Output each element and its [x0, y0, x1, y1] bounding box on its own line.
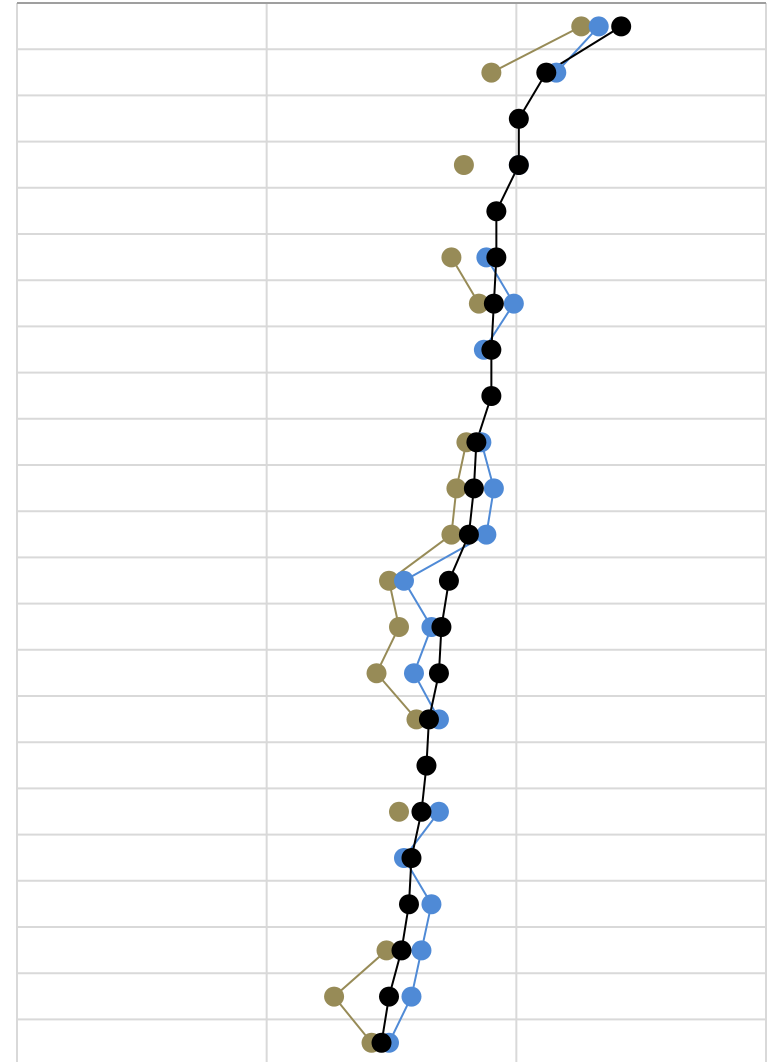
- data-point-series-2: [388, 617, 409, 637]
- data-point-series-2: [388, 801, 409, 822]
- data-point-series-2: [376, 940, 397, 961]
- data-point-series-2: [481, 62, 502, 83]
- data-point-series-1: [428, 801, 449, 822]
- data-point-series-2: [441, 247, 462, 268]
- data-point-series-1: [411, 940, 432, 961]
- data-point-series-0: [463, 478, 484, 499]
- data-point-series-0: [508, 108, 529, 129]
- data-point-series-0: [438, 570, 459, 591]
- data-point-series-0: [371, 1032, 392, 1053]
- data-point-series-1: [483, 478, 504, 499]
- data-point-series-0: [416, 755, 437, 776]
- data-point-series-0: [508, 155, 529, 175]
- data-point-series-0: [466, 432, 487, 453]
- grid-layer: [16, 2, 767, 1062]
- data-point-series-0: [486, 247, 507, 268]
- data-point-series-0: [379, 986, 400, 1007]
- data-point-series-0: [398, 894, 419, 915]
- series-points: [324, 16, 632, 1053]
- data-point-series-0: [611, 16, 632, 37]
- data-point-series-2: [441, 524, 462, 545]
- data-point-series-2: [571, 16, 592, 37]
- data-point-series-0: [481, 386, 502, 406]
- data-point-series-2: [324, 986, 345, 1007]
- series-line-0: [380, 25, 622, 1043]
- series-line-2: [490, 25, 582, 74]
- data-point-series-0: [458, 524, 479, 545]
- data-point-series-1: [403, 663, 424, 684]
- data-point-series-2: [468, 293, 489, 314]
- data-point-series-1: [401, 986, 422, 1007]
- series-line-1: [555, 25, 600, 74]
- data-point-series-0: [418, 709, 439, 730]
- data-point-series-0: [428, 663, 449, 684]
- data-point-series-1: [588, 16, 609, 37]
- data-point-series-0: [391, 940, 412, 961]
- data-point-series-2: [446, 478, 467, 499]
- data-point-series-0: [483, 293, 504, 314]
- data-point-series-2: [379, 570, 400, 591]
- data-point-series-0: [401, 848, 422, 868]
- data-point-series-0: [431, 617, 452, 637]
- data-point-series-0: [481, 339, 502, 360]
- data-point-series-1: [503, 293, 524, 314]
- data-point-series-1: [393, 570, 414, 591]
- data-point-series-0: [486, 201, 507, 222]
- data-point-series-1: [476, 524, 497, 545]
- data-point-series-1: [421, 894, 442, 915]
- data-point-series-0: [536, 62, 557, 83]
- data-point-series-0: [411, 801, 432, 822]
- data-point-series-2: [453, 155, 474, 175]
- data-point-series-2: [366, 663, 387, 684]
